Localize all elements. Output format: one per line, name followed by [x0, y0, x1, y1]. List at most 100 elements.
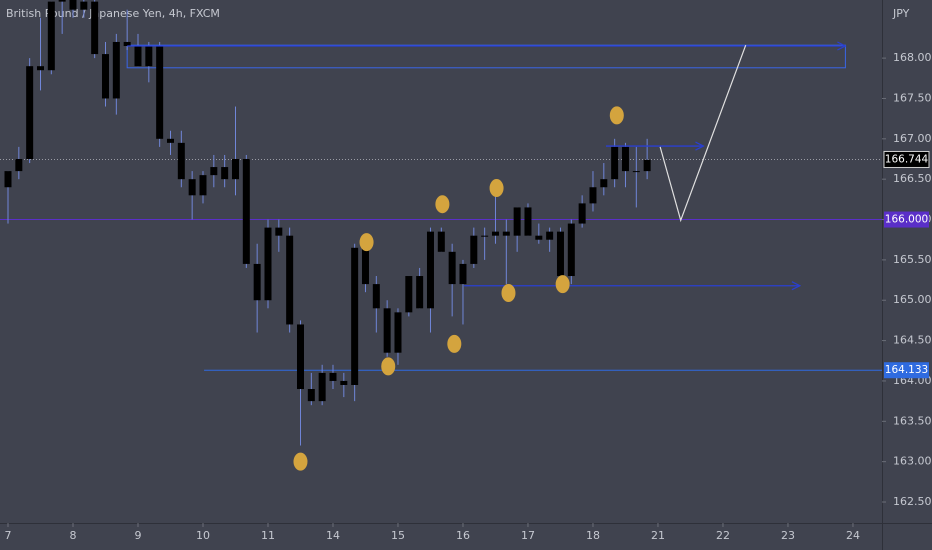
y-tick-label: 167.500: [893, 91, 932, 104]
candle-body: [91, 1, 99, 55]
marker: [609, 106, 624, 125]
x-tick-label: 18: [586, 529, 600, 542]
candle-body: [426, 231, 434, 309]
zone: [126, 44, 846, 69]
marker: [293, 452, 308, 471]
x-tick-label: 21: [651, 529, 665, 542]
candle-body: [470, 235, 478, 264]
candle-body: [578, 203, 586, 224]
candle-body: [101, 54, 109, 99]
candle-body: [307, 389, 315, 402]
candle-body: [589, 187, 597, 204]
marker: [555, 275, 570, 294]
marker: [381, 357, 396, 376]
candle-body: [351, 247, 359, 385]
candle-body: [405, 276, 413, 313]
candle-body: [513, 207, 521, 236]
x-tick-label: 16: [456, 529, 470, 542]
candle-body: [318, 372, 326, 402]
candle-body: [177, 142, 185, 180]
x-tick-label: 23: [781, 529, 795, 542]
candle-body: [58, 0, 66, 2]
candle-body: [296, 324, 304, 390]
y-tick-label: 166.500: [893, 172, 932, 185]
candle-body: [481, 235, 489, 237]
marker: [359, 233, 374, 252]
candle-body: [491, 231, 499, 236]
candle-body: [231, 158, 239, 180]
candle-body: [567, 223, 575, 277]
candle-body: [329, 372, 337, 381]
x-tick-label: 22: [716, 529, 730, 542]
candle-body: [166, 138, 174, 143]
candle-body: [361, 247, 369, 285]
candle-body: [535, 235, 543, 240]
candle-body: [611, 146, 619, 180]
candle-body: [210, 167, 218, 176]
x-tick-label: 14: [326, 529, 340, 542]
candle-body: [264, 227, 272, 301]
price-label: 166.744: [885, 153, 929, 165]
candle-body: [80, 1, 88, 10]
price-label: 164.133: [885, 364, 928, 376]
candle-body: [123, 41, 131, 47]
y-tick-label: 165.500: [893, 253, 932, 266]
candle-body: [448, 251, 456, 285]
candle-body: [632, 171, 640, 173]
x-tick-label: 15: [391, 529, 405, 542]
y-tick-label: 168.000: [893, 51, 932, 64]
price-label-box: [884, 211, 929, 228]
y-tick-label: 162.500: [893, 495, 932, 508]
y-tick-label: 164.500: [893, 334, 932, 347]
candle-body: [253, 263, 261, 301]
price-label-box: [883, 150, 930, 168]
candle-body: [600, 179, 608, 188]
candle-body: [242, 158, 250, 264]
x-tick-label: 9: [134, 529, 141, 542]
candle-body: [502, 231, 510, 236]
candle-body: [199, 175, 207, 196]
candle-body: [134, 46, 142, 67]
chart-title: British Pound / Japanese Yen, 4h, FXCM: [6, 7, 220, 20]
candle-body: [156, 46, 164, 139]
candle-body: [286, 235, 294, 325]
price-label: 166.000: [885, 214, 928, 226]
candle-body: [621, 146, 629, 172]
y-tick-label: 163.500: [893, 414, 932, 427]
candle-body: [221, 167, 229, 180]
marker: [501, 283, 516, 302]
candle-body: [546, 231, 554, 240]
x-tick-label: 7: [4, 529, 11, 542]
candle-body: [340, 380, 348, 385]
candle-body: [112, 41, 120, 99]
candle-body: [47, 1, 55, 71]
currency-label: JPY: [892, 7, 910, 20]
candle-body: [394, 312, 402, 353]
candle-body: [188, 179, 196, 196]
candle-body: [556, 231, 564, 277]
marker: [447, 334, 462, 353]
y-tick-label: 163.000: [893, 455, 932, 468]
candle-body: [643, 159, 651, 172]
candle-body: [416, 276, 424, 309]
candle-body: [383, 308, 391, 353]
marker: [489, 179, 504, 198]
x-tick-label: 24: [846, 529, 860, 542]
projection-path: [659, 44, 747, 223]
y-tick-label: 167.000: [893, 132, 932, 145]
marker: [435, 195, 450, 214]
y-tick-label: 165.000: [893, 293, 932, 306]
candle-body: [145, 46, 153, 67]
candle-body: [4, 171, 12, 188]
x-tick-label: 8: [69, 529, 76, 542]
x-tick-label: 10: [196, 529, 210, 542]
candle-body: [36, 66, 44, 71]
x-tick-label: 11: [261, 529, 275, 542]
candle-body: [372, 284, 380, 309]
candle-body: [275, 227, 283, 236]
candle-body: [15, 158, 23, 172]
candle-body: [69, 0, 77, 10]
candle-body: [459, 263, 467, 285]
candle-body: [26, 66, 34, 159]
